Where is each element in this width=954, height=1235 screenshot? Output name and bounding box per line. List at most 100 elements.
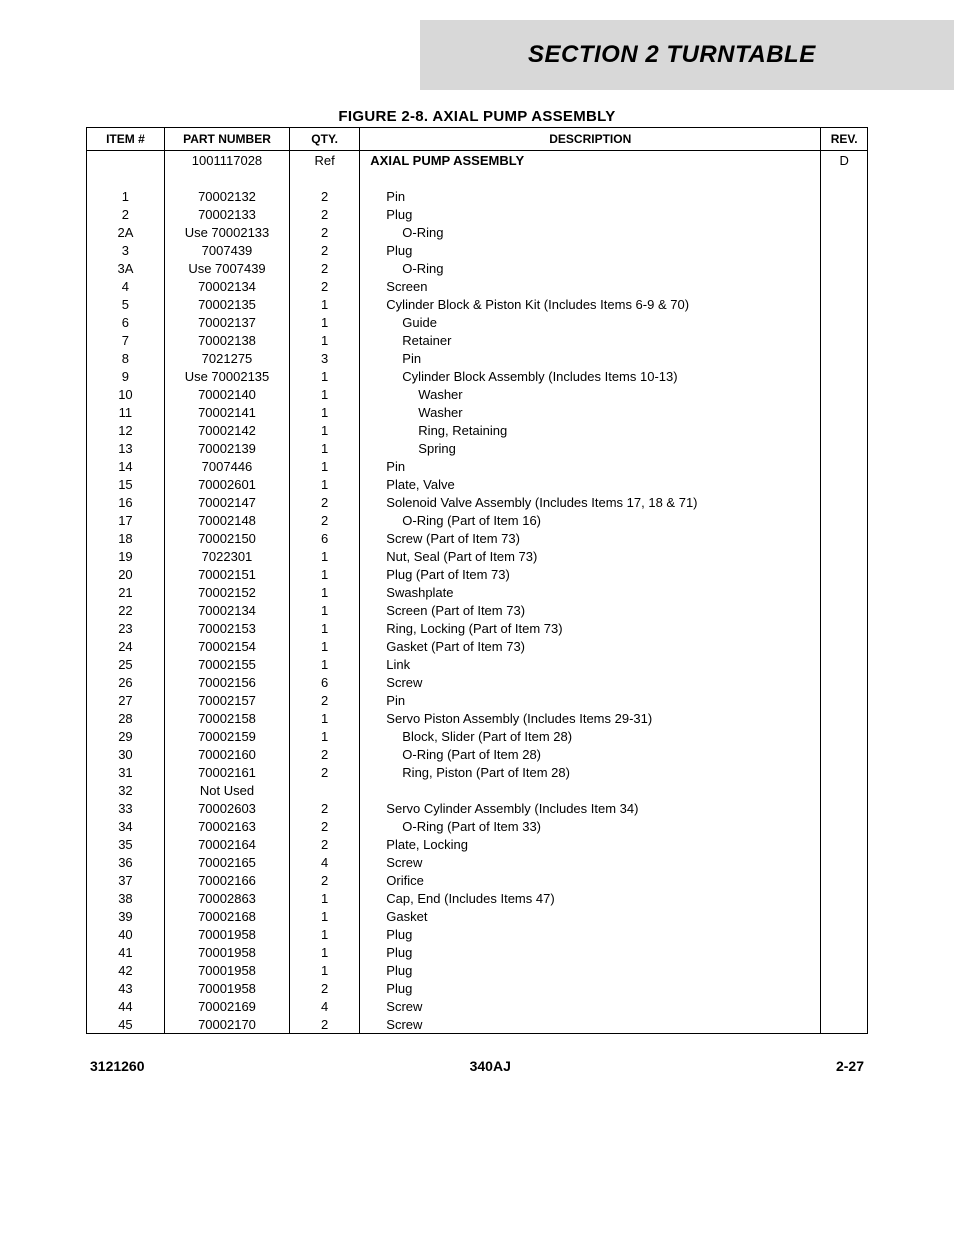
col-header-rev: REV. xyxy=(821,128,868,151)
cell-rev xyxy=(821,529,868,547)
header-band: SECTION 2 TURNTABLE xyxy=(0,20,954,90)
cell-desc: Screw xyxy=(360,1015,821,1034)
table-row: 21700021521Swashplate xyxy=(86,583,867,601)
cell-rev: D xyxy=(821,151,868,170)
footer-center: 340AJ xyxy=(470,1058,511,1074)
cell-desc: Ring, Locking (Part of Item 73) xyxy=(360,619,821,637)
cell-rev xyxy=(821,763,868,781)
cell-rev xyxy=(821,385,868,403)
cell-item: 7 xyxy=(86,331,164,349)
cell-qty: 2 xyxy=(289,979,359,997)
cell-desc: Plate, Locking xyxy=(360,835,821,853)
cell-desc xyxy=(360,781,821,799)
cell-part: 70002139 xyxy=(164,439,289,457)
cell-desc: Retainer xyxy=(360,331,821,349)
table-row: 26700021566Screw xyxy=(86,673,867,691)
cell-part: 70002156 xyxy=(164,673,289,691)
cell-desc: Nut, Seal (Part of Item 73) xyxy=(360,547,821,565)
table-row: 3AUse 70074392O-Ring xyxy=(86,259,867,277)
cell-desc: Screw xyxy=(360,853,821,871)
cell-part: 70002133 xyxy=(164,205,289,223)
cell-rev xyxy=(821,943,868,961)
cell-item: 3 xyxy=(86,241,164,259)
cell-part: 70002166 xyxy=(164,871,289,889)
cell-qty: 2 xyxy=(289,763,359,781)
cell-rev xyxy=(821,673,868,691)
cell-item: 2A xyxy=(86,223,164,241)
cell-qty: 2 xyxy=(289,205,359,223)
cell-rev xyxy=(821,691,868,709)
cell-rev xyxy=(821,745,868,763)
cell-rev xyxy=(821,241,868,259)
table-row: 20700021511Plug (Part of Item 73) xyxy=(86,565,867,583)
col-header-part: PART NUMBER xyxy=(164,128,289,151)
cell-rev xyxy=(821,853,868,871)
cell-part: 70002163 xyxy=(164,817,289,835)
cell-item: 2 xyxy=(86,205,164,223)
cell-desc: O-Ring (Part of Item 28) xyxy=(360,745,821,763)
cell-desc: Plug (Part of Item 73) xyxy=(360,565,821,583)
cell-desc: Washer xyxy=(360,403,821,421)
cell-item: 45 xyxy=(86,1015,164,1034)
cell-part: 70002147 xyxy=(164,493,289,511)
page-footer: 3121260 340AJ 2-27 xyxy=(0,1034,954,1094)
cell-item: 27 xyxy=(86,691,164,709)
col-header-desc: DESCRIPTION xyxy=(360,128,821,151)
cell-rev xyxy=(821,475,868,493)
table-row: 1700021322Pin xyxy=(86,187,867,205)
table-row: 7700021381Retainer xyxy=(86,331,867,349)
cell-qty: 2 xyxy=(289,1015,359,1034)
cell-qty: 1 xyxy=(289,331,359,349)
cell-qty: 4 xyxy=(289,853,359,871)
cell-desc: Cap, End (Includes Items 47) xyxy=(360,889,821,907)
cell-part: 7022301 xyxy=(164,547,289,565)
cell-rev xyxy=(821,295,868,313)
table-row: 28700021581Servo Piston Assembly (Includ… xyxy=(86,709,867,727)
cell-rev xyxy=(821,439,868,457)
cell-desc: Plate, Valve xyxy=(360,475,821,493)
cell-rev xyxy=(821,889,868,907)
cell-item: 30 xyxy=(86,745,164,763)
cell-qty: 2 xyxy=(289,799,359,817)
cell-item: 41 xyxy=(86,943,164,961)
cell-qty: 1 xyxy=(289,889,359,907)
cell-rev xyxy=(821,457,868,475)
cell-rev xyxy=(821,979,868,997)
cell-qty: 6 xyxy=(289,529,359,547)
cell-rev xyxy=(821,781,868,799)
cell-desc: O-Ring xyxy=(360,223,821,241)
cell-item: 40 xyxy=(86,925,164,943)
cell-desc: Plug xyxy=(360,979,821,997)
cell-item: 9 xyxy=(86,367,164,385)
cell-qty: 1 xyxy=(289,583,359,601)
cell-rev xyxy=(821,403,868,421)
cell-part: Use 70002133 xyxy=(164,223,289,241)
table-row: 41700019581Plug xyxy=(86,943,867,961)
spacer-cell xyxy=(164,169,289,187)
cell-part: 70002151 xyxy=(164,565,289,583)
table-row: 32Not Used xyxy=(86,781,867,799)
cell-rev xyxy=(821,547,868,565)
cell-qty: 1 xyxy=(289,475,359,493)
cell-qty: 2 xyxy=(289,259,359,277)
cell-part: 70002169 xyxy=(164,997,289,1015)
spacer-cell xyxy=(86,169,164,187)
cell-item: 19 xyxy=(86,547,164,565)
cell-item: 44 xyxy=(86,997,164,1015)
table-row: 45700021702Screw xyxy=(86,1015,867,1034)
cell-rev xyxy=(821,619,868,637)
cell-part: 70002137 xyxy=(164,313,289,331)
table-row: 6700021371Guide xyxy=(86,313,867,331)
cell-qty: 1 xyxy=(289,439,359,457)
cell-qty: 1 xyxy=(289,565,359,583)
table-row: 16700021472Solenoid Valve Assembly (Incl… xyxy=(86,493,867,511)
cell-item: 26 xyxy=(86,673,164,691)
cell-rev xyxy=(821,313,868,331)
cell-item: 6 xyxy=(86,313,164,331)
cell-part: 70001958 xyxy=(164,943,289,961)
cell-item: 5 xyxy=(86,295,164,313)
cell-rev xyxy=(821,1015,868,1034)
table-row: 370074392Plug xyxy=(86,241,867,259)
cell-desc: Washer xyxy=(360,385,821,403)
cell-item xyxy=(86,151,164,170)
